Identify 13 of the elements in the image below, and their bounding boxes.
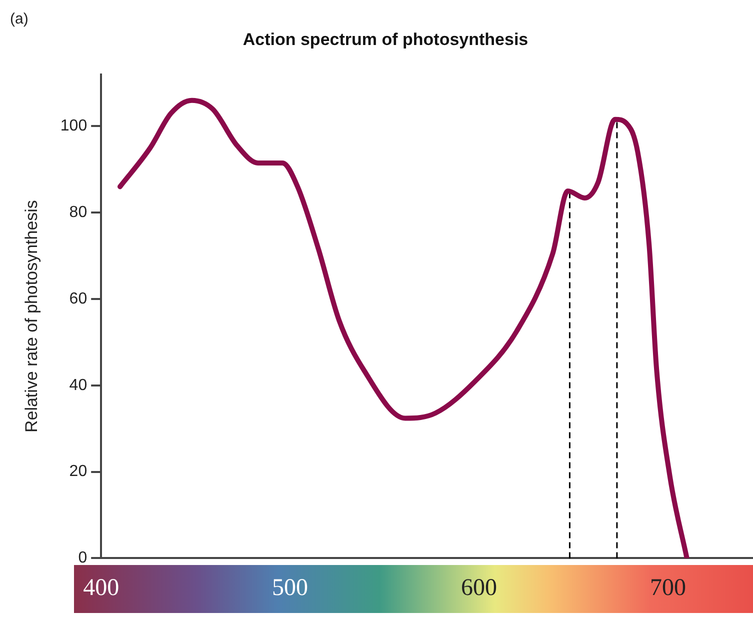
- y-tick-label: 0: [78, 550, 88, 567]
- x-tick-label: 700: [650, 574, 686, 601]
- y-tick-label: 40: [69, 376, 88, 394]
- y-axis-title: Relative rate of photosynthesis: [22, 200, 41, 433]
- y-tick-label: 80: [69, 204, 88, 222]
- x-tick-label: 400: [83, 574, 120, 601]
- x-tick-label: 600: [461, 574, 498, 601]
- y-tick-label: 100: [60, 118, 88, 135]
- text: (a): [10, 10, 28, 28]
- y-tick-label: 60: [69, 290, 88, 308]
- chart-title: Action spectrum of photosynthesis: [242, 30, 528, 49]
- y-tick-label: 20: [69, 463, 88, 480]
- x-tick-label: 500: [272, 574, 308, 601]
